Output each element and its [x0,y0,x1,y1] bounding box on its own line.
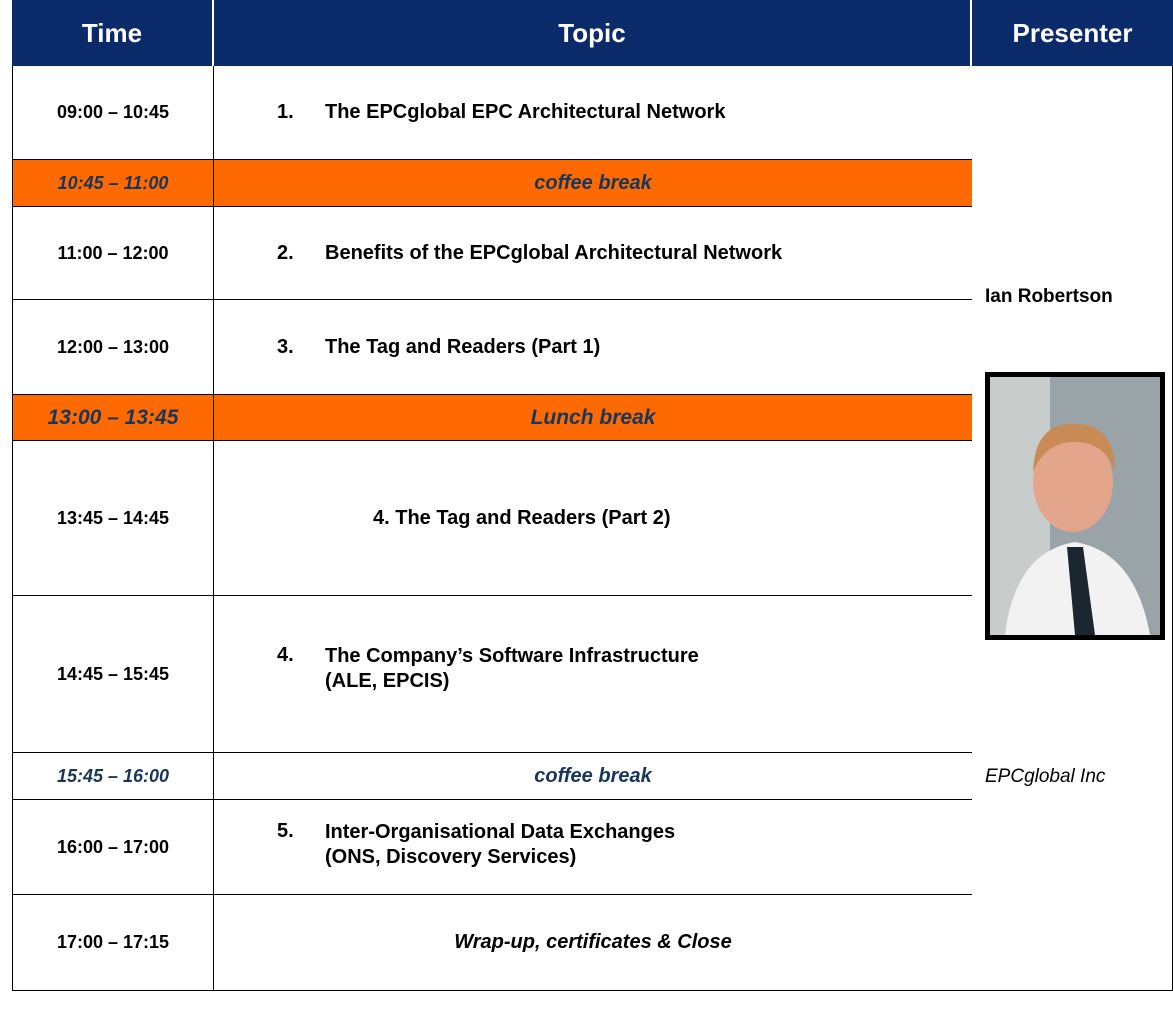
topic: 5. Inter-Organisational Data Exchanges (ON… [214,800,972,895]
time: 16:00 – 17:00 [12,800,214,895]
time: 14:45 – 15:45 [12,596,214,753]
topic: 2. Benefits of the EPCglobal Architectura… [214,207,972,300]
topic: 4. The Company’s Software Infrastructure (… [214,596,972,753]
time: 13:00 – 13:45 [12,395,214,441]
topic: 3. The Tag and Readers (Part 1) [214,300,972,395]
presenter-organisation: EPCglobal Inc [985,766,1106,787]
topic-text: The Tag and Readers (Part 1) [325,335,601,358]
topic: Wrap-up, certificates & Close [214,895,972,991]
topic: 1. The EPCglobal EPC Architectural Networ… [214,66,972,160]
time: 11:00 – 12:00 [12,207,214,300]
topic: 4. The Tag and Readers (Part 2) [214,441,972,596]
topic-text: The EPCglobal EPC Architectural Network [325,101,726,123]
header-presenter: Presenter [972,0,1173,66]
topic-number: 4. [277,644,294,666]
topic: Lunch break [214,395,972,441]
topic-number: 5. [277,820,294,842]
time: 15:45 – 16:00 [12,753,214,800]
time: 09:00 – 10:45 [12,66,214,160]
topic: coffee break [214,160,972,207]
topic-text: The Company’s Software Infrastructure (AL… [325,644,699,694]
time: 13:45 – 14:45 [12,441,214,596]
topic-number: 2. [277,241,294,264]
topic-line: Inter-Organisational Data Exchanges [325,821,676,843]
time: 10:45 – 11:00 [12,160,214,207]
presenter-name: Ian Robertson [985,286,1113,307]
header-topic: Topic [214,0,970,66]
topic-text: Inter-Organisational Data Exchanges (ONS,… [325,820,675,870]
topic-text: Benefits of the EPCglobal Architectural … [325,241,783,264]
topic-line: (ALE, EPCIS) [325,670,450,692]
header-time: Time [12,0,212,66]
topic-line: The Company’s Software Infrastructure [325,645,699,667]
presenter-photo [985,372,1165,640]
time: 17:00 – 17:15 [12,895,214,991]
topic-number: 3. [277,335,294,358]
presenter-cell: Ian Robertson EPCglobal Inc [972,66,1173,991]
topic-text: 4. The Tag and Readers (Part 2) [373,506,671,529]
topic-line: (ONS, Discovery Services) [325,846,577,868]
topic-number: 1. [277,101,294,123]
topic: coffee break [214,753,972,800]
time: 12:00 – 13:00 [12,300,214,395]
